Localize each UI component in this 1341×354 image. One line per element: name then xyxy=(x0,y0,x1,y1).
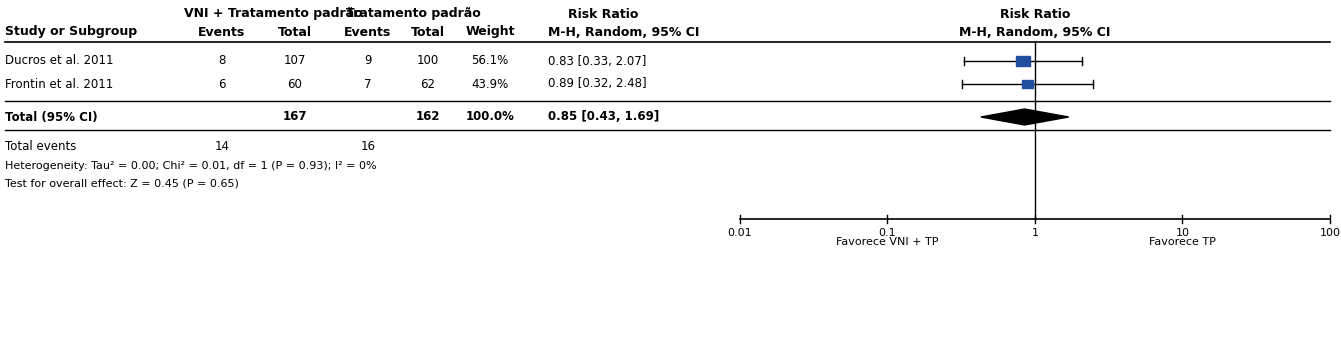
Text: 62: 62 xyxy=(421,78,436,91)
Text: 0.1: 0.1 xyxy=(878,228,896,238)
Text: 43.9%: 43.9% xyxy=(472,78,508,91)
Text: 60: 60 xyxy=(287,78,303,91)
Text: 0.89 [0.32, 2.48]: 0.89 [0.32, 2.48] xyxy=(548,78,646,91)
Text: 107: 107 xyxy=(284,55,306,68)
Text: 100: 100 xyxy=(417,55,439,68)
Text: Events: Events xyxy=(198,25,245,39)
Text: 14: 14 xyxy=(215,141,229,154)
Text: VNI + Tratamento padrão: VNI + Tratamento padrão xyxy=(184,7,363,21)
Text: Heterogeneity: Tau² = 0.00; Chi² = 0.01, df = 1 (P = 0.93); I² = 0%: Heterogeneity: Tau² = 0.00; Chi² = 0.01,… xyxy=(5,161,377,171)
Text: Total events: Total events xyxy=(5,141,76,154)
Text: Total: Total xyxy=(278,25,312,39)
Text: 167: 167 xyxy=(283,110,307,124)
Text: Weight: Weight xyxy=(465,25,515,39)
Text: 0.83 [0.33, 2.07]: 0.83 [0.33, 2.07] xyxy=(548,55,646,68)
Text: Ducros et al. 2011: Ducros et al. 2011 xyxy=(5,55,114,68)
Text: 0.01: 0.01 xyxy=(728,228,752,238)
Text: 162: 162 xyxy=(416,110,440,124)
Text: 100.0%: 100.0% xyxy=(465,110,515,124)
Text: M-H, Random, 95% CI: M-H, Random, 95% CI xyxy=(959,25,1110,39)
Text: 10: 10 xyxy=(1176,228,1189,238)
Text: Total (95% CI): Total (95% CI) xyxy=(5,110,98,124)
Text: 7: 7 xyxy=(365,78,371,91)
Text: 1: 1 xyxy=(1031,228,1038,238)
Text: M-H, Random, 95% CI: M-H, Random, 95% CI xyxy=(548,25,700,39)
Text: Study or Subgroup: Study or Subgroup xyxy=(5,25,137,39)
Text: Tratamento padrão: Tratamento padrão xyxy=(346,7,480,21)
Text: Risk Ratio: Risk Ratio xyxy=(1000,7,1070,21)
Text: Test for overall effect: Z = 0.45 (P = 0.65): Test for overall effect: Z = 0.45 (P = 0… xyxy=(5,179,239,189)
Text: Frontin et al. 2011: Frontin et al. 2011 xyxy=(5,78,113,91)
Text: Favorece VNI + TP: Favorece VNI + TP xyxy=(837,237,939,247)
Text: 56.1%: 56.1% xyxy=(472,55,508,68)
Polygon shape xyxy=(980,109,1069,125)
Bar xyxy=(1016,56,1030,66)
Text: Favorece TP: Favorece TP xyxy=(1149,237,1216,247)
Text: 100: 100 xyxy=(1320,228,1341,238)
Text: 8: 8 xyxy=(219,55,225,68)
Text: Risk Ratio: Risk Ratio xyxy=(567,7,638,21)
Text: 0.85 [0.43, 1.69]: 0.85 [0.43, 1.69] xyxy=(548,110,660,124)
Bar xyxy=(1022,80,1033,88)
Text: Events: Events xyxy=(345,25,392,39)
Text: 6: 6 xyxy=(219,78,225,91)
Text: Total: Total xyxy=(410,25,445,39)
Text: 16: 16 xyxy=(361,141,375,154)
Text: 9: 9 xyxy=(365,55,371,68)
